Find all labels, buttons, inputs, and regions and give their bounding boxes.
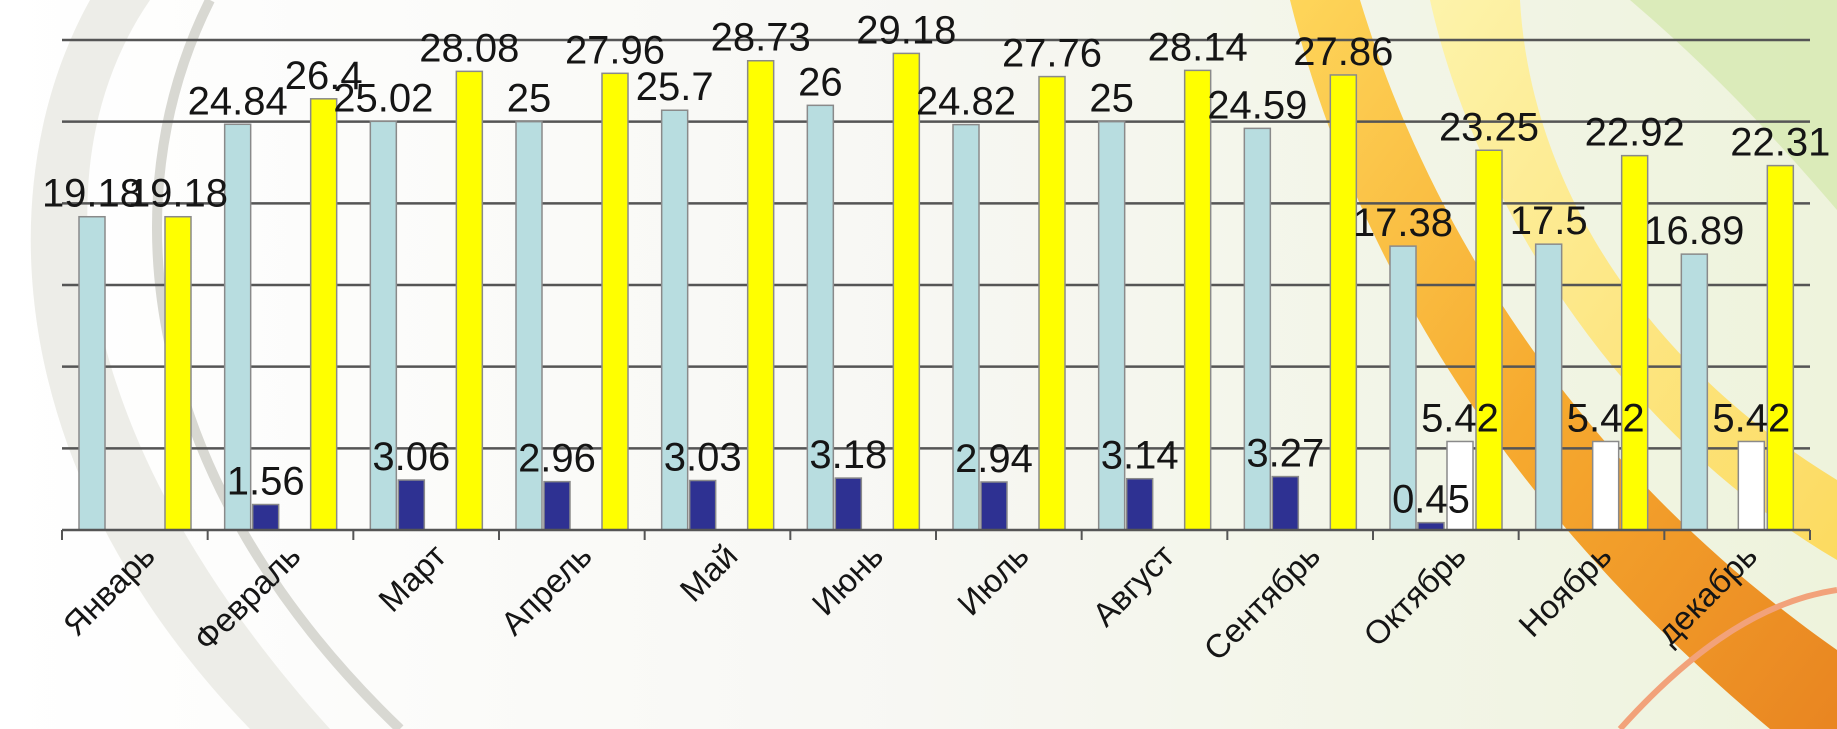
bar-s0-1 bbox=[223, 123, 252, 531]
data-label-s3-1: 26.4 bbox=[285, 54, 363, 98]
bar-s1-2 bbox=[397, 479, 426, 531]
data-label-s3-3: 27.96 bbox=[565, 28, 665, 72]
bar-s0-11 bbox=[1680, 253, 1709, 531]
data-label-s1-1: 1.56 bbox=[227, 460, 305, 504]
data-label-s3-8: 27.86 bbox=[1293, 30, 1393, 74]
data-label-s1-5: 3.18 bbox=[809, 433, 887, 477]
bar-s3-7 bbox=[1183, 69, 1212, 531]
bar-s3-4 bbox=[746, 59, 775, 531]
gridlines bbox=[62, 38, 1810, 450]
bar-s0-2 bbox=[369, 120, 398, 531]
data-label-s2-9: 5.42 bbox=[1421, 396, 1499, 440]
x-axis bbox=[61, 528, 1811, 540]
data-label-s0-10: 17.5 bbox=[1510, 199, 1588, 243]
bar-s3-2 bbox=[455, 70, 484, 531]
bar-s3-8 bbox=[1329, 74, 1358, 531]
bar-s3-0 bbox=[164, 215, 192, 531]
data-label-s1-8: 3.27 bbox=[1246, 432, 1324, 476]
data-label-s3-9: 23.25 bbox=[1439, 105, 1539, 149]
data-label-s1-6: 2.94 bbox=[955, 437, 1033, 481]
bar-s0-10 bbox=[1534, 243, 1563, 531]
bar-s0-3 bbox=[515, 120, 543, 531]
bar-s3-3 bbox=[601, 72, 629, 531]
data-label-s0-8: 24.59 bbox=[1207, 83, 1307, 127]
data-label-s0-1: 24.84 bbox=[188, 79, 288, 123]
bars bbox=[78, 52, 1795, 531]
data-label-s0-7: 25 bbox=[1089, 77, 1134, 121]
data-label-s3-10: 22.92 bbox=[1585, 111, 1685, 155]
bar-s1-6 bbox=[980, 481, 1008, 531]
bar-s2-9 bbox=[1446, 440, 1474, 531]
background-swirl-red-line bbox=[1617, 587, 1837, 729]
bar-s1-7 bbox=[1125, 477, 1154, 531]
bar-s2-11 bbox=[1737, 440, 1766, 531]
bar-s1-4 bbox=[688, 479, 717, 531]
data-label-s1-3: 2.96 bbox=[518, 437, 596, 481]
bar-s2-10 bbox=[1591, 440, 1620, 531]
data-label-s1-2: 3.06 bbox=[372, 435, 450, 479]
bar-s0-5 bbox=[806, 104, 835, 531]
background-swirl-orange bbox=[1290, 0, 1837, 729]
data-label-s2-10: 5.42 bbox=[1567, 396, 1645, 440]
data-label-s3-6: 27.76 bbox=[1002, 32, 1102, 76]
bar-s0-9 bbox=[1389, 245, 1417, 531]
data-label-s3-0: 19.18 bbox=[128, 172, 228, 216]
data-label-s3-11: 22.31 bbox=[1730, 121, 1830, 165]
data-label-s2-11: 5.42 bbox=[1712, 396, 1790, 440]
data-label-s0-5: 26 bbox=[798, 60, 843, 104]
bar-s3-11 bbox=[1766, 164, 1795, 531]
data-label-s1-7: 3.14 bbox=[1101, 434, 1179, 478]
bar-s0-4 bbox=[660, 109, 689, 531]
data-label-s0-9: 17.38 bbox=[1353, 201, 1453, 245]
bar-s3-10 bbox=[1620, 154, 1649, 531]
data-labels: 19.18 24.84 25.02 25 25.7 26 24.82 25 24.59 17.38… bbox=[42, 8, 1830, 521]
bar-s0-0 bbox=[78, 215, 106, 531]
bar-s0-6 bbox=[952, 123, 980, 531]
bar-s1-8 bbox=[1271, 475, 1300, 531]
bar-s3-5 bbox=[892, 52, 921, 531]
data-label-s0-4: 25.7 bbox=[636, 65, 714, 109]
data-label-s3-5: 29.18 bbox=[856, 8, 956, 52]
data-label-s0-6: 24.82 bbox=[916, 80, 1016, 124]
data-label-s1-9: 0.45 bbox=[1392, 478, 1470, 522]
bar-s0-7 bbox=[1097, 120, 1126, 531]
bar-s3-9 bbox=[1475, 149, 1503, 531]
bar-s1-3 bbox=[543, 480, 571, 531]
background-swirl-green bbox=[1630, 0, 1837, 210]
data-label-s3-2: 28.08 bbox=[419, 26, 519, 70]
data-label-s3-7: 28.14 bbox=[1148, 25, 1248, 69]
data-label-s0-11: 16.89 bbox=[1644, 209, 1744, 253]
data-label-s0-0: 19.18 bbox=[42, 172, 142, 216]
data-label-s3-4: 28.73 bbox=[711, 16, 811, 60]
data-label-s0-3: 25 bbox=[507, 77, 552, 121]
bar-s3-6 bbox=[1038, 75, 1066, 531]
bar-s3-1 bbox=[309, 98, 338, 531]
background-swirl-yellow bbox=[1430, 0, 1837, 560]
bar-s1-1 bbox=[251, 503, 280, 531]
data-label-s0-2: 25.02 bbox=[333, 76, 433, 120]
data-label-s1-4: 3.03 bbox=[664, 436, 742, 480]
bar-s1-5 bbox=[834, 477, 863, 531]
bar-s0-8 bbox=[1243, 127, 1272, 531]
